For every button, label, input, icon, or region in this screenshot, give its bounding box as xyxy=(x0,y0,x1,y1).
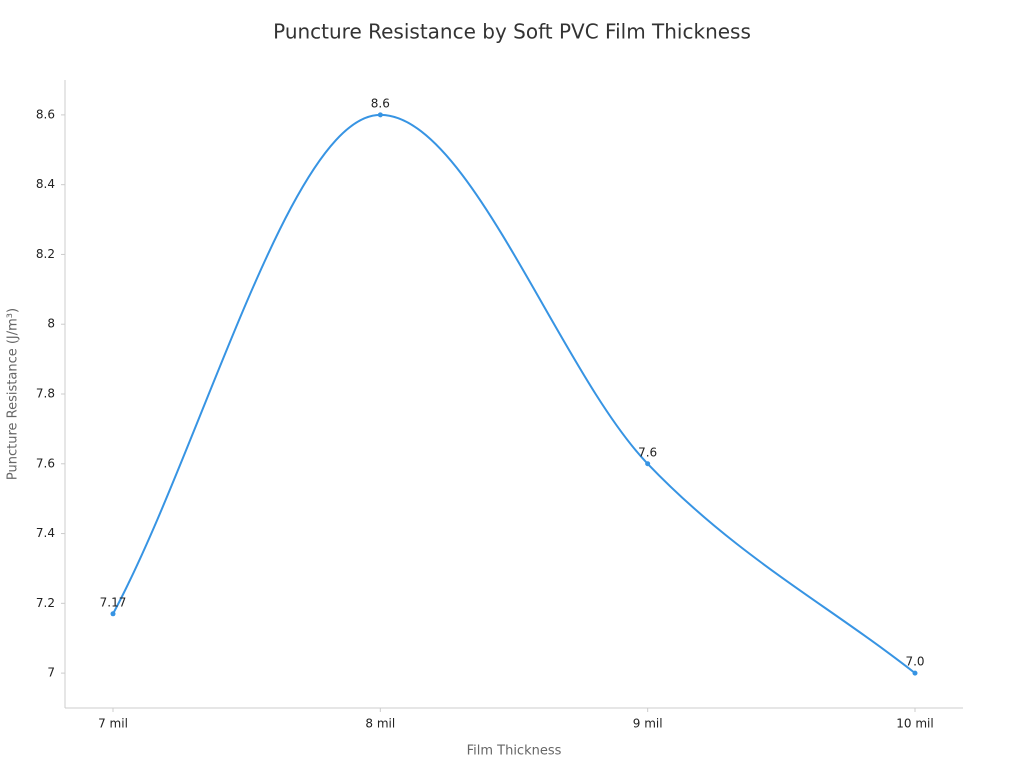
y-tick-label: 7.2 xyxy=(36,596,55,610)
point xyxy=(912,670,918,676)
point xyxy=(377,112,383,118)
data-label: 7.17 xyxy=(100,595,127,609)
point xyxy=(110,611,116,617)
y-tick-label: 8.2 xyxy=(36,247,55,261)
y-tick-label: 7.4 xyxy=(36,526,55,540)
data-label: 7.6 xyxy=(638,445,657,459)
x-tick-label: 7 mil xyxy=(98,717,128,731)
y-tick-label: 8.4 xyxy=(36,177,55,191)
data-label: 8.6 xyxy=(371,96,390,110)
point xyxy=(645,461,651,467)
data-label: 7.0 xyxy=(905,655,924,669)
y-tick-label: 8.6 xyxy=(36,107,55,121)
y-tick-label: 8 xyxy=(47,317,55,331)
x-tick-label: 10 mil xyxy=(896,717,933,731)
line xyxy=(112,113,916,674)
y-axis-label: Puncture Resistance (J/m³) xyxy=(6,308,21,480)
y-tick-label: 7 xyxy=(47,666,55,680)
x-axis-label: Film Thickness xyxy=(467,744,562,759)
y-tick-label: 7.6 xyxy=(36,456,55,470)
x-tick-label: 9 mil xyxy=(633,717,663,731)
x-tick-label: 8 mil xyxy=(365,717,395,731)
chart-title: Puncture Resistance by Soft PVC Film Thi… xyxy=(273,20,751,44)
y-tick-label: 7.8 xyxy=(36,387,55,401)
